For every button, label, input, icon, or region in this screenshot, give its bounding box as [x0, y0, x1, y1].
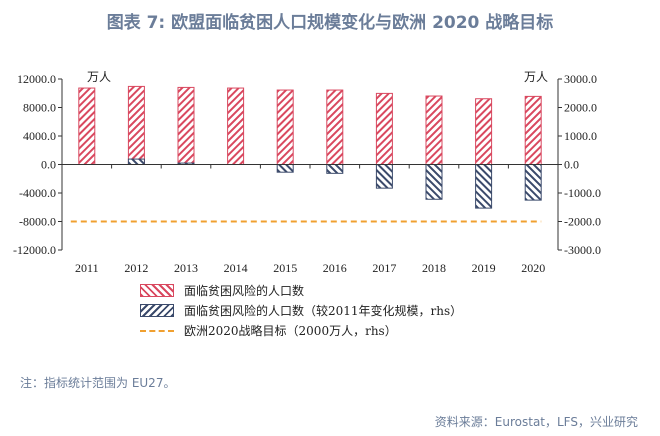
right-axis-unit: 万人 — [524, 70, 548, 84]
population-bar — [276, 89, 294, 165]
legend-label: 欧洲2020战略目标（2000万人，rhs） — [184, 324, 397, 338]
left-tick-label: -4000.0 — [19, 186, 56, 200]
change-bar — [326, 164, 344, 174]
x-tick-label: 2019 — [472, 261, 496, 275]
x-tick-label: 2017 — [372, 261, 396, 275]
footnote: 注：指标统计范围为 EU27。 — [20, 376, 176, 390]
population-bar — [78, 87, 96, 165]
legend-item-population: 面临贫困风险的人口数 — [140, 282, 304, 299]
left-tick-label: 8000.0 — [23, 101, 56, 115]
right-tick-label: -1000.0 — [564, 186, 601, 200]
right-tick-label: 1000.0 — [564, 129, 597, 143]
left-tick-label: -8000.0 — [19, 215, 56, 229]
change-bar — [276, 164, 294, 173]
population-bar — [425, 95, 443, 165]
legend-label: 面临贫困风险的人口数 — [184, 284, 305, 298]
x-tick-label: 2012 — [124, 261, 148, 275]
right-tick-label: 2000.0 — [564, 101, 597, 115]
x-tick-label: 2018 — [422, 261, 446, 275]
chart-title: 图表 7: 欧盟面临贫困人口规模变化与欧洲 2020 战略目标 — [106, 13, 554, 33]
x-tick-label: 2014 — [224, 261, 248, 275]
change-bar — [425, 164, 443, 200]
left-tick-label: 4000.0 — [23, 129, 56, 143]
population-bar — [475, 98, 493, 165]
x-tick-label: 2016 — [323, 261, 347, 275]
legend-label: 面临贫困风险的人口数（较2011年变化规模，rhs） — [184, 304, 463, 318]
right-tick-label: -2000.0 — [564, 215, 601, 229]
x-tick-label: 2020 — [521, 261, 545, 275]
x-tick-label: 2013 — [174, 261, 198, 275]
population-bar — [127, 85, 145, 165]
population-bar — [177, 86, 195, 165]
legend-item-target: 欧洲2020战略目标（2000万人，rhs） — [140, 322, 397, 339]
change-bar — [524, 164, 542, 201]
left-tick-label: -12000.0 — [13, 243, 56, 257]
population-bar — [326, 89, 344, 165]
population-bar — [524, 95, 542, 165]
left-axis-unit: 万人 — [87, 70, 111, 84]
legend-item-change: 面临贫困风险的人口数（较2011年变化规模，rhs） — [140, 302, 462, 319]
population-bar — [227, 87, 245, 165]
right-tick-label: -3000.0 — [564, 243, 601, 257]
left-tick-label: 0.0 — [41, 158, 56, 172]
change-bar — [475, 164, 493, 209]
right-tick-label: 3000.0 — [564, 72, 597, 86]
x-tick-label: 2015 — [273, 261, 297, 275]
x-tick-label: 2011 — [75, 261, 99, 275]
change-bar — [127, 158, 145, 166]
population-bar — [375, 92, 393, 165]
right-tick-label: 0.0 — [564, 158, 579, 172]
left-tick-label: 12000.0 — [17, 72, 56, 86]
source-note: 资料来源：Eurostat，LFS，兴业研究 — [434, 415, 638, 429]
change-bar — [375, 164, 393, 189]
